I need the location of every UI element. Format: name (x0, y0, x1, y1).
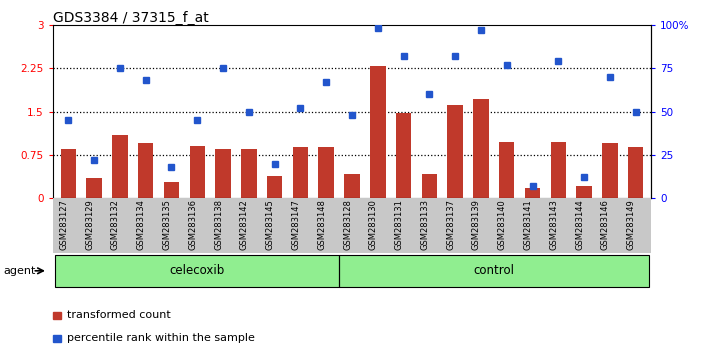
Text: GDS3384 / 37315_f_at: GDS3384 / 37315_f_at (53, 11, 208, 25)
Text: GSM283131: GSM283131 (394, 199, 403, 250)
Bar (551, 142, 566, 198)
Text: GSM283127: GSM283127 (59, 199, 68, 250)
Bar (339, 255, 648, 287)
Text: GSM283148: GSM283148 (318, 199, 326, 250)
Bar (628, 147, 643, 198)
Text: GSM283138: GSM283138 (214, 199, 223, 250)
Text: GSM283129: GSM283129 (85, 199, 94, 250)
Bar (87, 178, 102, 198)
Bar (499, 142, 515, 198)
Bar (577, 185, 592, 198)
Text: control: control (473, 264, 515, 277)
Text: celecoxib: celecoxib (170, 264, 225, 277)
Text: GSM283144: GSM283144 (575, 199, 584, 250)
Text: percentile rank within the sample: percentile rank within the sample (67, 333, 255, 343)
Bar (189, 146, 205, 198)
Bar (61, 149, 76, 198)
Bar (344, 174, 360, 198)
Text: GSM283128: GSM283128 (343, 199, 352, 250)
Bar (602, 143, 617, 198)
Bar (267, 176, 282, 198)
Text: transformed count: transformed count (67, 310, 170, 320)
Text: GSM283147: GSM283147 (291, 199, 301, 250)
Text: GSM283145: GSM283145 (265, 199, 275, 250)
Bar (318, 147, 334, 198)
Text: GSM283140: GSM283140 (498, 199, 507, 250)
Text: GSM283136: GSM283136 (188, 199, 197, 250)
Text: GSM283135: GSM283135 (163, 199, 172, 250)
Bar (448, 104, 463, 198)
Text: GSM283141: GSM283141 (524, 199, 532, 250)
Bar (339, 255, 648, 287)
Bar (396, 113, 411, 198)
Text: GSM283137: GSM283137 (446, 199, 455, 250)
Bar (524, 188, 540, 198)
Text: GSM283134: GSM283134 (137, 199, 146, 250)
Text: GSM283146: GSM283146 (601, 199, 610, 250)
Bar (138, 143, 153, 198)
Bar (112, 135, 127, 198)
Bar (473, 99, 489, 198)
Bar (241, 149, 256, 198)
Bar (422, 174, 437, 198)
Bar (164, 182, 180, 198)
Text: agent: agent (4, 266, 36, 276)
Text: GSM283133: GSM283133 (420, 199, 429, 250)
Text: GSM283142: GSM283142 (240, 199, 249, 250)
Text: GSM283132: GSM283132 (111, 199, 120, 250)
Bar (215, 149, 231, 198)
Bar (370, 67, 386, 198)
Bar (293, 147, 308, 198)
Bar (56, 255, 339, 287)
Text: GSM283143: GSM283143 (549, 199, 558, 250)
Text: GSM283149: GSM283149 (627, 199, 636, 250)
Text: GSM283139: GSM283139 (472, 199, 481, 250)
Bar (56, 255, 339, 287)
Text: GSM283130: GSM283130 (369, 199, 378, 250)
